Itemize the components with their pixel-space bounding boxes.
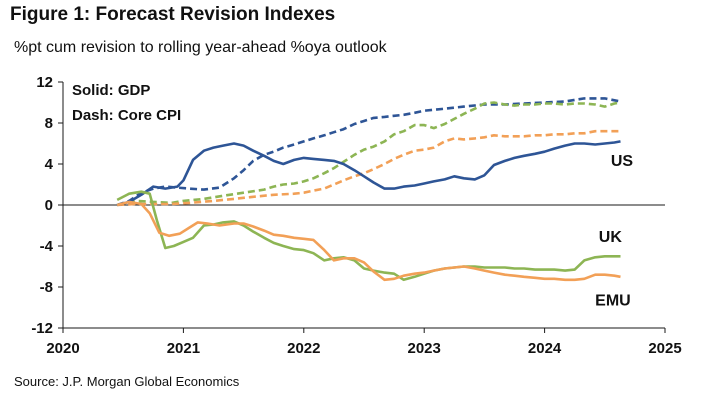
y-tick-label: -4 bbox=[40, 238, 54, 255]
x-tick-label: 2020 bbox=[46, 340, 79, 357]
series-annotation: EMU bbox=[595, 292, 631, 309]
y-tick-label: 4 bbox=[45, 156, 54, 173]
y-tick-label: 12 bbox=[36, 74, 53, 91]
y-tick-label: -8 bbox=[40, 279, 53, 296]
us-core-cpi-line bbox=[116, 97, 621, 207]
us-gdp-line bbox=[116, 140, 621, 207]
x-tick-label: 2022 bbox=[287, 340, 320, 357]
y-tick-label: 0 bbox=[45, 197, 53, 214]
y-tick-label: -12 bbox=[31, 320, 53, 337]
x-tick-label: 2023 bbox=[408, 340, 441, 357]
emu-core-cpi-line bbox=[117, 129, 621, 207]
uk-gdp-line bbox=[116, 190, 621, 282]
series-annotation: US bbox=[611, 153, 634, 170]
legend-entry: Dash: Core CPI bbox=[72, 107, 181, 124]
x-tick-label: 2025 bbox=[648, 340, 681, 357]
legend-entry: Solid: GDP bbox=[72, 82, 150, 99]
uk-core-cpi-line bbox=[116, 101, 621, 207]
chart-source: Source: J.P. Morgan Global Economics bbox=[14, 374, 240, 389]
label-layer: 12 8 4 0 -4 -8 -12 2020 2021 2022 2023 2024 2025 Soli… bbox=[31, 74, 681, 357]
series-layer bbox=[116, 97, 621, 282]
y-tick-label: 8 bbox=[45, 115, 53, 132]
chart-title: Figure 1: Forecast Revision Indexes bbox=[10, 4, 336, 25]
x-tick-label: 2021 bbox=[167, 340, 200, 357]
x-tick-label: 2024 bbox=[528, 340, 562, 357]
chart-subtitle: %pt cum revision to rolling year-ahead %… bbox=[14, 39, 387, 56]
emu-gdp-line bbox=[116, 200, 621, 282]
series-annotation: UK bbox=[599, 229, 623, 246]
